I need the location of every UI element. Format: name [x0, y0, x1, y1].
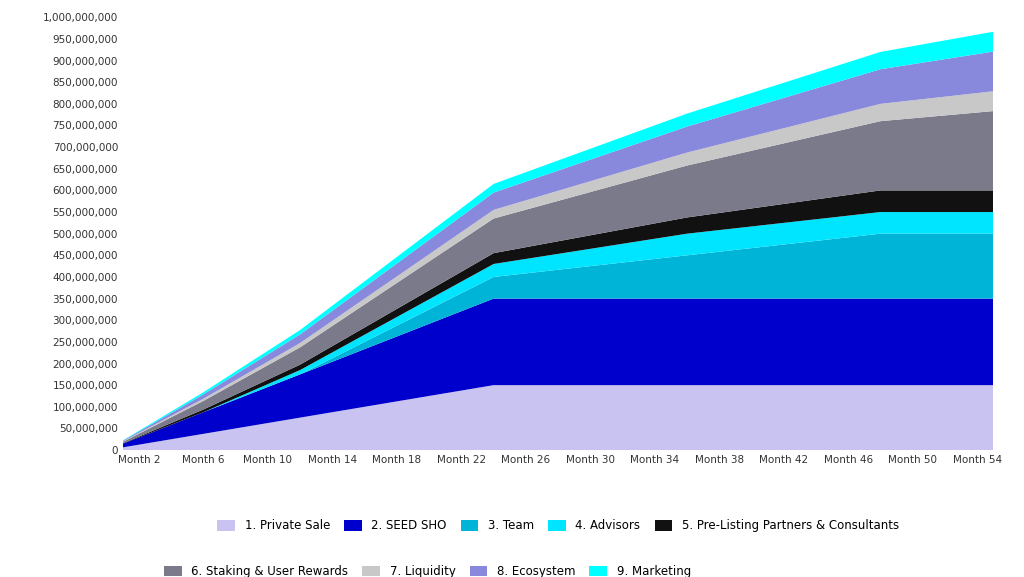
Legend: 6. Staking & User Rewards, 7. Liquidity, 8. Ecosystem, 9. Marketing: 6. Staking & User Rewards, 7. Liquidity,… — [160, 560, 695, 577]
